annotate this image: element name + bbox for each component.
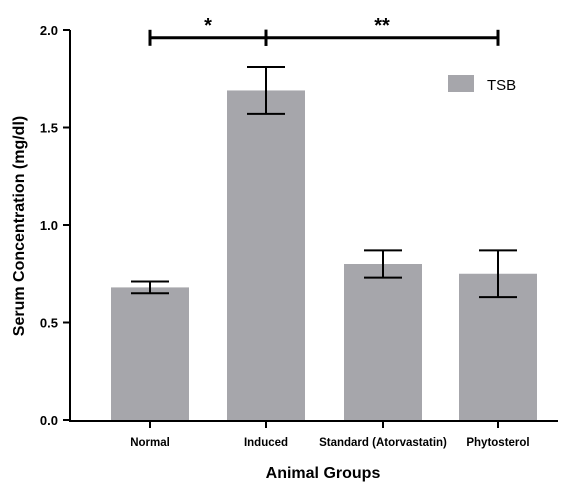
bars-layer	[111, 90, 537, 420]
x-axis-title: Animal Groups	[266, 465, 381, 482]
legend: TSB	[448, 75, 516, 94]
legend-swatch	[448, 75, 474, 92]
bar-standard-atorvastatin	[344, 264, 422, 420]
x-tick-label: Induced	[244, 437, 288, 449]
y-ticks-layer: 0.0 0.5 1.0 1.5 2.0	[40, 23, 70, 428]
bar-normal	[111, 287, 189, 420]
significance-layer: * **	[148, 15, 500, 46]
y-tick-label: 0.0	[40, 413, 58, 428]
significance-label: **	[374, 15, 390, 37]
bar-induced	[227, 90, 305, 420]
y-tick-label: 2.0	[40, 23, 58, 38]
y-axis-title: Serum Concentration (mg/dl)	[11, 116, 28, 336]
legend-label: TSB	[487, 77, 516, 94]
error-bars-layer	[131, 66, 517, 299]
x-tick-label: Phytosterol	[466, 437, 529, 449]
x-tick-label: Standard (Atorvastatin)	[319, 437, 447, 449]
x-tick-label: Normal	[130, 437, 170, 449]
y-tick-label: 1.5	[40, 121, 58, 136]
y-tick-label: 1.0	[40, 218, 58, 233]
y-tick-label: 0.5	[40, 316, 58, 331]
significance-label: *	[204, 15, 212, 37]
x-tick-labels-layer: Normal Induced Standard (Atorvastatin) Phyt…	[130, 421, 530, 449]
